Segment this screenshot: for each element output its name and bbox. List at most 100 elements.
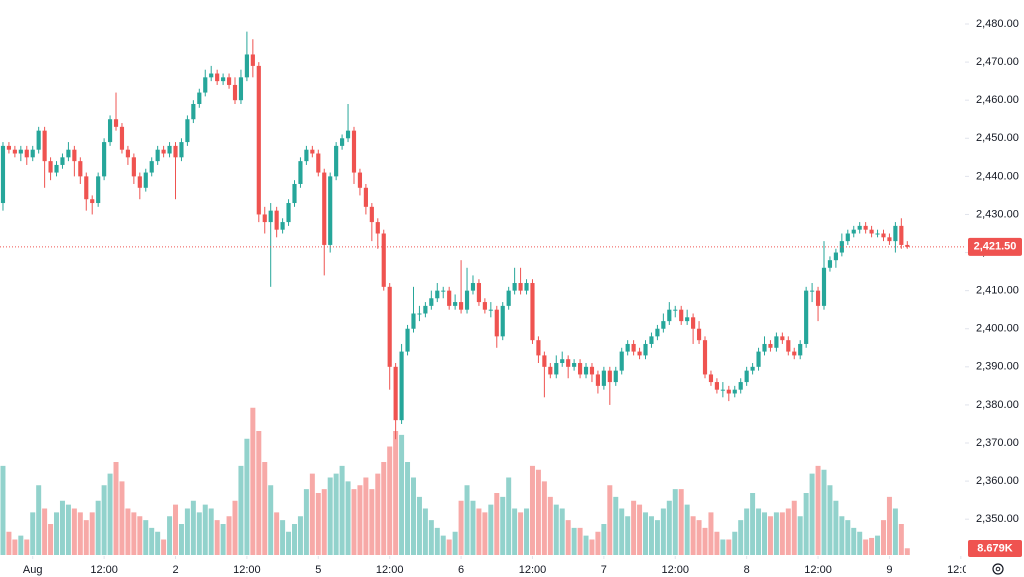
volume-bar: [898, 524, 904, 555]
volume-bar: [869, 537, 875, 555]
volume-bar: [482, 512, 488, 555]
volume-bar: [476, 508, 482, 555]
settings-icon-center[interactable]: [995, 566, 1001, 572]
candle-body: [137, 176, 142, 188]
candle-body: [506, 290, 511, 306]
candle-body: [6, 145, 12, 150]
candle-body: [351, 130, 357, 173]
last-volume-badge: [968, 540, 1022, 557]
candle-body: [720, 389, 725, 391]
candle-body: [780, 336, 785, 341]
candle-body: [881, 233, 886, 238]
volume-bar: [702, 527, 708, 555]
y-tick-label: 2,380.00: [976, 399, 1019, 411]
y-tick-label: 2,440.00: [976, 170, 1019, 182]
volume-bar: [131, 512, 137, 555]
volume-bar: [666, 500, 672, 555]
volume-bar: [59, 500, 65, 555]
candle-body: [827, 260, 833, 268]
time-axis-panel: [0, 557, 965, 577]
candle-body: [702, 340, 708, 375]
volume-bar: [518, 512, 524, 555]
candle-body: [631, 343, 636, 352]
volume-bar: [631, 500, 637, 555]
x-tick-label: 8: [744, 564, 750, 576]
volume-bar: [190, 500, 196, 555]
volume-bar: [845, 520, 851, 555]
candle-body: [447, 290, 452, 306]
candle-body: [762, 343, 767, 352]
candle-body: [577, 363, 583, 375]
candle-body: [131, 157, 136, 177]
candle-body: [0, 145, 6, 204]
volume-bar: [797, 516, 803, 555]
volume-bar: [107, 473, 113, 555]
volume-bar: [155, 531, 161, 555]
candle-body: [488, 309, 493, 311]
candle-body: [899, 225, 904, 245]
volume-bar: [744, 508, 750, 555]
volume-bar: [613, 496, 619, 555]
settings-icon[interactable]: [992, 563, 1004, 575]
volume-bar: [500, 496, 506, 555]
candle-body: [649, 336, 654, 344]
volume-bar: [886, 496, 892, 555]
candle-body: [685, 317, 690, 322]
x-tick-label: 12:00: [233, 564, 261, 576]
candle-body: [286, 203, 291, 223]
volume-bar: [785, 508, 791, 555]
volume-bar: [95, 500, 101, 555]
volume-bar: [184, 508, 190, 555]
x-tick-label: 6: [458, 564, 464, 576]
volume-bar: [708, 512, 714, 555]
volume-bar: [167, 516, 173, 555]
volume-bar: [779, 512, 785, 555]
candle-body: [572, 363, 577, 367]
candle-body: [625, 343, 630, 352]
volume-bar: [506, 477, 512, 555]
volume-bar: [643, 512, 649, 555]
volume-bar: [333, 473, 339, 555]
time-axis-corner: [966, 558, 1024, 577]
volume-bar: [196, 512, 202, 555]
candle-body: [334, 145, 339, 177]
candle-body: [96, 176, 101, 204]
last-price-badge: [968, 237, 1022, 256]
candle-body: [607, 370, 612, 383]
volume-bar: [524, 508, 530, 555]
volume-bar: [773, 512, 779, 555]
volume-bar: [541, 481, 547, 555]
candle-body: [262, 214, 267, 223]
volume-bar: [428, 520, 434, 555]
volume-bar: [446, 539, 452, 555]
volume-bar: [571, 527, 577, 555]
candle-body: [238, 77, 244, 101]
volume-bar: [286, 531, 292, 555]
candle-body: [113, 119, 119, 127]
x-tick-label: 7: [601, 564, 607, 576]
candle-body: [667, 309, 672, 322]
candle-body: [464, 290, 470, 310]
candle-body: [548, 366, 553, 375]
candle-layer: [0, 31, 910, 440]
volume-bar: [381, 462, 387, 555]
candle-body: [102, 142, 107, 177]
candle-body: [72, 149, 77, 162]
candle-body: [750, 366, 755, 371]
volume-bar: [232, 500, 238, 555]
candle-body: [244, 54, 249, 78]
y-tick-label: 2,460.00: [976, 94, 1019, 106]
volume-bar: [256, 431, 262, 555]
candle-body: [375, 222, 380, 234]
candle-body: [345, 130, 351, 139]
candle-body: [810, 290, 815, 292]
candle-body: [661, 321, 666, 329]
candle-body: [869, 229, 874, 234]
y-tick-label: 2,400.00: [976, 323, 1019, 335]
volume-bar: [89, 512, 95, 555]
settings-button[interactable]: [992, 563, 1004, 575]
candle-body: [149, 161, 154, 173]
volume-bar: [696, 520, 702, 555]
volume-bar: [767, 516, 773, 555]
